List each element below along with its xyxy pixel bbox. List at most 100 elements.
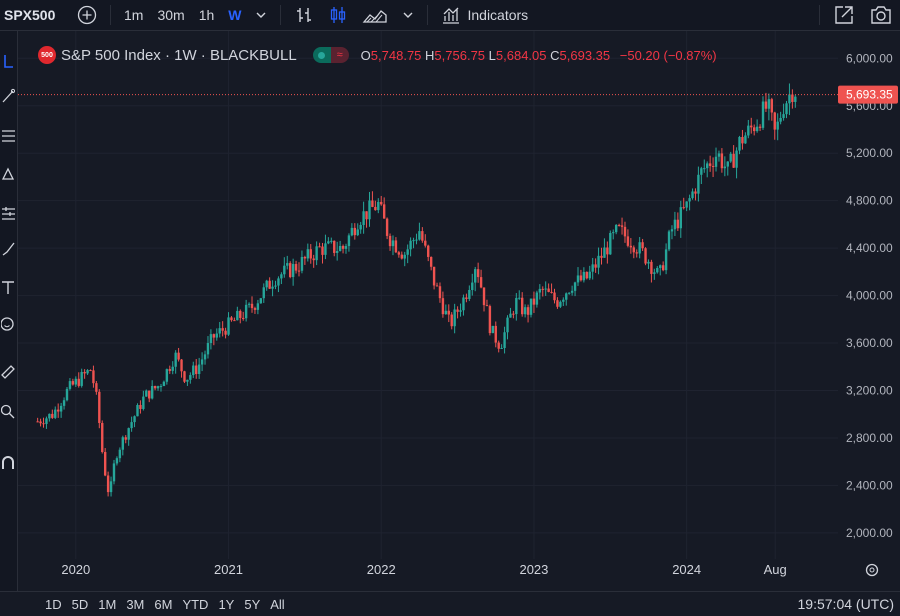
bar-chart-type-button[interactable] — [287, 0, 321, 30]
range-1d[interactable]: 1D — [45, 596, 62, 612]
range-5y[interactable]: 5Y — [244, 596, 261, 612]
candle-body — [98, 391, 101, 423]
symbol-search[interactable]: SPX500 — [4, 7, 56, 23]
candle-body — [779, 117, 782, 122]
emoji-tool-button[interactable] — [0, 314, 16, 334]
candle-body — [441, 298, 445, 315]
axis-settings-button[interactable] — [865, 563, 879, 577]
candle-body — [236, 310, 239, 321]
legend-title[interactable]: S&P 500 Index · 1W · BLACKBULL — [61, 46, 297, 64]
candle-body — [371, 200, 374, 207]
x-tick-label: 2020 — [61, 562, 90, 577]
range-1y[interactable]: 1Y — [218, 596, 235, 612]
candle-body — [362, 211, 365, 225]
trend-line-tool-button[interactable] — [0, 86, 16, 106]
candle-body — [374, 206, 377, 211]
range-5d[interactable]: 5D — [71, 596, 89, 612]
pattern-tool-button[interactable] — [0, 164, 16, 184]
utc-clock[interactable]: 19:57:04 (UTC) — [797, 596, 894, 612]
candle-body — [500, 347, 503, 349]
candle-body — [335, 251, 339, 253]
candle-body — [224, 330, 227, 335]
candles-chart-type-button[interactable] — [321, 0, 355, 30]
candle-body — [515, 297, 518, 315]
candle-body — [89, 370, 92, 372]
range-all[interactable]: All — [270, 596, 285, 612]
magnet-tool-button[interactable] — [0, 453, 16, 473]
candle-body — [350, 227, 354, 236]
ruler-tool-button[interactable] — [0, 361, 16, 381]
candle-body — [109, 481, 113, 493]
candle-body — [353, 227, 357, 236]
candle-body — [638, 242, 641, 254]
area-chart-type-button[interactable] — [355, 0, 395, 30]
y-tick-label: 6,000.00 — [846, 51, 893, 65]
candle-body — [54, 409, 57, 418]
y-tick-label: 5,200.00 — [846, 146, 893, 160]
expand-icon — [835, 6, 853, 24]
candle-body — [274, 285, 277, 287]
candle-body — [400, 254, 403, 259]
add-symbol-button[interactable] — [70, 0, 104, 30]
candle-body — [277, 278, 280, 286]
candle-body — [183, 371, 186, 382]
fullscreen-button[interactable] — [826, 0, 862, 30]
zoom-tool-button[interactable] — [0, 401, 16, 421]
cursor-tool-button[interactable] — [0, 51, 16, 71]
candle-body — [365, 211, 368, 220]
candle-body — [752, 127, 756, 132]
candles-icon — [331, 7, 346, 23]
candle-body — [723, 166, 727, 169]
candle-body — [482, 287, 486, 306]
interval-1w[interactable]: W — [228, 7, 242, 23]
price-tag-background — [838, 85, 898, 104]
candle-body — [612, 232, 615, 234]
candle-body — [620, 225, 624, 227]
candle-body — [597, 255, 600, 268]
market-status-pill[interactable]: ≈ — [312, 47, 349, 63]
candle-body — [444, 310, 448, 315]
candle-body — [306, 249, 310, 259]
forecast-tool-button[interactable] — [0, 203, 16, 223]
candle-body — [703, 168, 706, 170]
last-price-line: 5,693.35 — [18, 85, 898, 104]
candle-body — [600, 255, 603, 258]
range-6m[interactable]: 6M — [154, 596, 173, 612]
interval-1h[interactable]: 1h — [198, 7, 215, 23]
candle-body — [767, 99, 771, 109]
range-3m[interactable]: 3M — [126, 596, 145, 612]
candle-body — [494, 325, 497, 343]
chart-type-dropdown[interactable] — [395, 0, 421, 30]
candle-body — [356, 229, 359, 236]
candle-body — [679, 207, 682, 229]
text-tool-button[interactable] — [0, 277, 16, 297]
candle-body — [338, 245, 342, 252]
ohlc-values: O5,748.75 H5,756.75 L5,684.05 C5,693.35 … — [361, 48, 717, 63]
candle-body — [318, 246, 321, 248]
candle-body — [65, 388, 69, 401]
brush-tool-button[interactable] — [0, 239, 16, 259]
candle-body — [359, 224, 362, 230]
screenshot-button[interactable] — [862, 0, 900, 30]
candle-body — [312, 258, 315, 261]
interval-dropdown[interactable] — [248, 0, 274, 30]
range-ytd[interactable]: YTD — [182, 596, 209, 612]
candle-body — [271, 286, 274, 289]
candle-body — [415, 239, 418, 241]
range-1m[interactable]: 1M — [98, 596, 117, 612]
chevron-down-icon — [256, 12, 266, 18]
candle-body — [764, 101, 768, 109]
indicators-button[interactable]: Indicators — [434, 0, 535, 30]
fib-tool-button[interactable] — [0, 126, 16, 146]
candle-body — [39, 421, 42, 424]
candle-body — [650, 261, 653, 274]
candle-body — [171, 366, 174, 371]
candle-body — [112, 463, 116, 482]
candle-body — [124, 437, 127, 440]
candle-body — [588, 271, 591, 279]
interval-1m[interactable]: 1m — [124, 7, 144, 23]
interval-30m[interactable]: 30m — [157, 7, 185, 23]
candle-body — [197, 364, 201, 374]
price-chart[interactable]: 6,000.005,600.005,200.004,800.004,400.00… — [0, 31, 900, 591]
toolbar-divider — [110, 5, 111, 25]
